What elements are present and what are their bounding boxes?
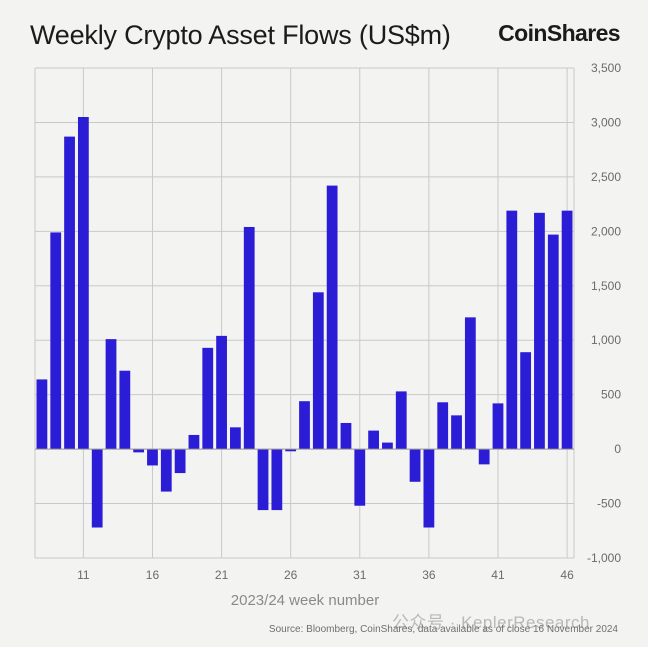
y-tick-label: 0 [614,442,621,456]
chart-title: Weekly Crypto Asset Flows (US$m) [30,20,451,50]
bar [271,449,283,511]
bar [188,434,200,450]
y-tick-label: 2,500 [591,170,621,184]
y-tick-label: 1,500 [591,279,621,293]
y-tick-label: 2,000 [591,224,621,238]
bar [243,226,255,450]
y-tick-label: 1,000 [591,333,621,347]
bar [478,449,490,465]
bar [77,117,89,450]
bar [285,449,297,452]
bar [423,449,435,528]
bar [547,234,559,450]
bar [174,449,186,474]
bar [506,210,518,450]
bar [451,415,462,450]
x-tick-label: 36 [422,568,436,582]
bar [326,185,338,450]
bar [561,210,573,450]
grid-lines [34,67,575,559]
x-tick-label: 16 [146,568,160,582]
bar [36,379,48,450]
x-axis: 11 16 21 26 31 36 41 46 [77,568,574,582]
bar [216,335,227,450]
bar [257,449,269,511]
bar [119,370,131,450]
bar-series [36,117,573,528]
y-tick-label: -500 [597,497,621,511]
y-tick-label: 500 [601,388,621,402]
bar [160,449,172,492]
x-tick-label: 31 [353,568,367,582]
bar [354,449,366,506]
bar [105,339,117,450]
bar [230,427,241,450]
x-tick-label: 41 [491,568,505,582]
bar [409,449,421,482]
bar [133,449,145,453]
bar [340,422,352,450]
bar [50,232,62,450]
bar [312,292,324,450]
bar [520,352,532,450]
bar [147,449,158,466]
bar [395,391,407,450]
bar [299,401,310,450]
bar [91,449,103,528]
source-note: Source: Bloomberg, CoinShares, data avai… [268,624,618,635]
bar [464,317,476,450]
bar [534,212,545,450]
x-tick-label: 26 [284,568,298,582]
x-tick-label: 21 [215,568,229,582]
bar [492,403,504,450]
y-tick-label: 3,500 [591,61,621,75]
y-tick-label: 3,000 [591,115,621,129]
x-axis-label: 2023/24 week number [231,592,379,609]
bar [202,347,214,450]
y-axis: 3,500 3,000 2,500 2,000 1,500 1,000 500 0 -500 -1… [587,61,621,565]
x-tick-label: 11 [77,568,90,582]
bar [382,442,393,450]
y-tick-label: -1,000 [587,551,621,565]
bar [437,402,449,450]
watermark: 公众号 · KeplerResearch [392,613,591,632]
x-tick-label: 46 [560,568,574,582]
bar [368,430,379,450]
brand-logo: CoinShares [498,20,620,46]
bar [64,136,75,450]
